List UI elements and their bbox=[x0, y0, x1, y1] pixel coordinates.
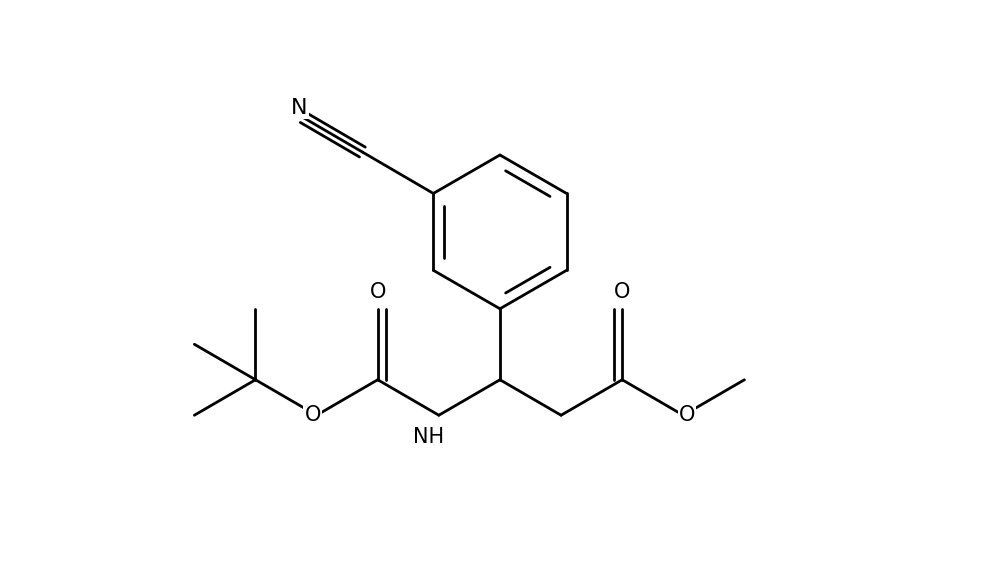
Text: O: O bbox=[614, 282, 631, 302]
Text: O: O bbox=[369, 282, 386, 302]
Text: N: N bbox=[291, 98, 308, 118]
Text: O: O bbox=[679, 406, 695, 425]
Text: O: O bbox=[305, 406, 321, 425]
Text: NH: NH bbox=[413, 427, 445, 447]
